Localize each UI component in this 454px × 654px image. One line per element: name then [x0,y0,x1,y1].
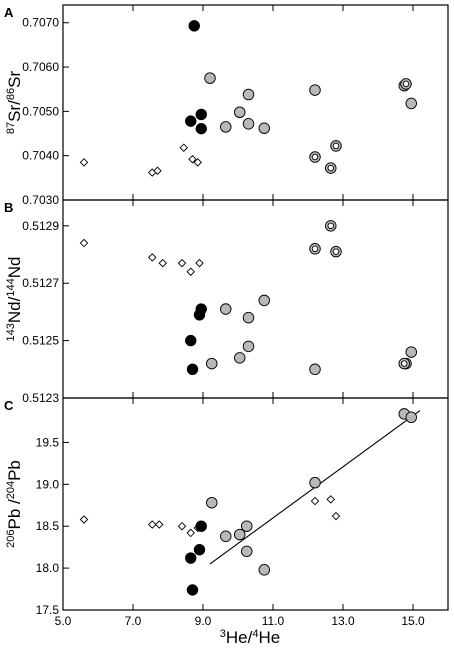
point-gray-circle [309,84,321,96]
y-tick-label: 0.7030 [22,193,59,207]
panel-label: A [4,5,14,20]
point-ringed-circle-inner [311,153,319,161]
y-axis-title: 87Sr/86Sr [5,71,24,135]
point-open-diamond [186,267,195,276]
point-ringed-circle-inner [402,80,410,88]
y-tick-label: 17.5 [36,603,60,617]
point-open-diamond [177,258,187,268]
point-ringed-circle-inner [332,142,340,150]
point-gray-circle [219,530,232,543]
x-tick-label: 15.0 [401,614,425,628]
point-open-diamond [148,253,157,262]
y-tick-label: 0.5127 [22,276,59,290]
point-ringed-circle-inner [311,245,319,253]
x-axis-title: 3He/4He [220,628,280,647]
y-tick-label: 0.5129 [22,219,59,233]
point-gray-circle [233,528,246,541]
point-gray-circle [242,118,255,130]
point-black-circle [188,20,200,32]
y-tick-label: 19.0 [36,477,60,491]
y-tick-label: 0.5125 [22,334,59,348]
point-black-circle [186,363,199,376]
point-gray-circle [258,122,271,134]
point-gray-circle [204,72,216,84]
point-open-diamond [179,143,188,152]
plot-frame [62,4,449,201]
point-open-diamond [155,520,164,529]
point-gray-circle [233,352,246,364]
point-ringed-circle-inner [332,248,340,255]
point-black-circle [193,309,206,321]
point-gray-circle [233,106,246,118]
point-open-diamond [195,258,204,268]
point-gray-circle [242,340,255,353]
plot-frame [62,199,449,399]
point-ringed-circle-inner [327,222,335,230]
y-tick-label: 0.7050 [22,104,59,118]
point-open-diamond [79,515,89,524]
y-tick-label: 18.0 [36,561,60,575]
point-gray-circle [242,88,255,101]
point-gray-circle [205,496,218,509]
panel-b: B 0.5123 0.5125 0.5127 0.5129 143Nd/144Nd [4,199,449,405]
point-gray-circle [258,294,271,307]
point-gray-circle [309,476,321,489]
y-tick-label: 19.5 [36,435,60,449]
y-tick-label: 18.5 [36,519,60,533]
point-gray-circle [219,303,232,315]
x-tick-label: 5.0 [55,614,72,628]
point-open-diamond [177,521,187,531]
point-open-diamond [79,158,89,167]
point-open-diamond [326,495,335,504]
point-gray-circle [258,564,271,576]
x-tick-label: 9.0 [195,614,212,628]
point-black-circle [193,543,206,556]
point-open-diamond [310,496,320,506]
panel-label: B [4,200,13,215]
point-gray-circle [309,363,321,376]
panel-c: C 17.5 18.0 18.5 19.0 19.5 206Pb /204Pb [4,397,449,617]
plot-frame [62,397,449,611]
point-black-circle [185,115,197,127]
point-black-circle [195,108,207,121]
point-gray-circle [405,97,418,110]
point-gray-circle [240,545,253,558]
panel-label: C [4,398,14,413]
point-gray-circle [405,346,418,358]
point-open-diamond [153,166,162,175]
point-gray-circle [240,520,253,532]
point-black-circle [186,584,199,596]
point-open-diamond [186,528,195,538]
point-black-circle [195,520,207,532]
panel-a: A 0.7030 0.7040 0.7050 0.7060 0.7070 87Sr/86Sr [4,4,449,207]
point-open-diamond [188,154,197,164]
point-open-diamond [148,520,157,529]
point-open-diamond [193,158,202,167]
y-tick-label: 0.7040 [22,149,59,163]
y-tick-label: 0.7070 [22,16,59,30]
x-tick-label: 13.0 [331,614,355,628]
point-black-circle [195,122,207,135]
point-black-circle [185,334,197,347]
point-open-diamond [158,258,167,268]
point-open-diamond [79,238,89,248]
point-black-circle [185,552,197,564]
point-open-diamond [331,511,341,521]
x-tick-label: 7.0 [125,614,142,628]
point-ringed-circle-inner [401,360,408,367]
y-tick-label: 0.5123 [22,391,59,405]
x-tick-label: 11.0 [262,614,285,628]
point-gray-circle [205,357,218,370]
y-tick-label: 0.7060 [22,60,59,74]
y-axis-title: 206Pb /204Pb [5,460,24,548]
point-gray-circle [242,311,255,324]
x-axis: 5.0 7.0 9.0 11.0 13.0 15.0 [55,614,425,628]
y-axis-title: 143Nd/144Nd [5,257,24,342]
point-gray-circle [405,411,418,424]
point-ringed-circle-inner [327,164,335,172]
point-gray-circle [219,121,232,133]
